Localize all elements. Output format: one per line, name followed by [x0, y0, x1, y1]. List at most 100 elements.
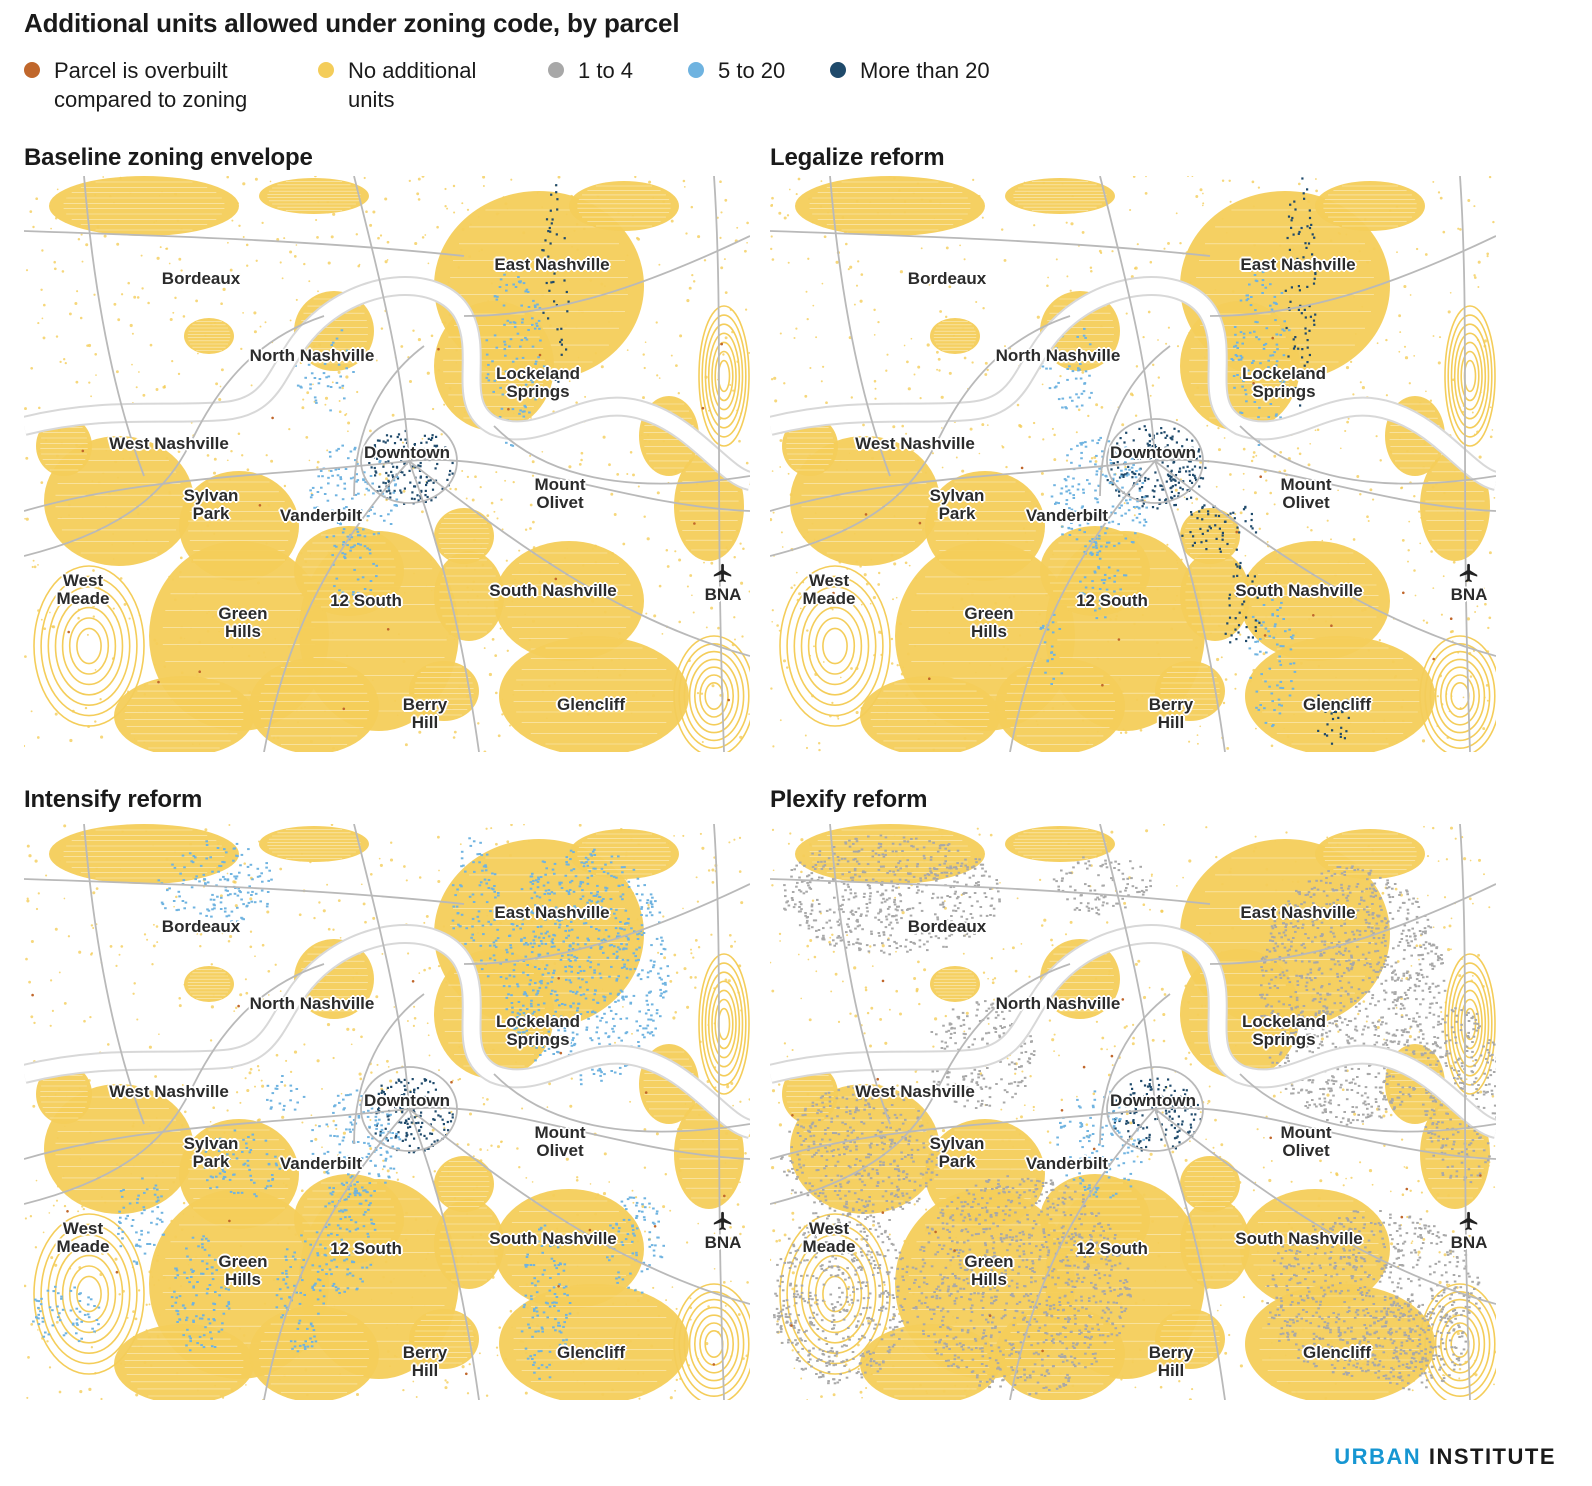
residential-areas — [779, 176, 1496, 752]
residential-area — [259, 826, 369, 862]
place-label-berry-hill: Berry Hill — [1149, 1344, 1193, 1380]
place-label-line: Olivet — [1282, 1141, 1330, 1160]
place-label-line: Mount — [1280, 475, 1332, 494]
place-label-downtown: Downtown — [364, 1092, 450, 1110]
place-label-line: Downtown — [364, 443, 450, 462]
residential-area — [795, 176, 985, 236]
place-label-west-nashville: West Nashville — [109, 1083, 229, 1101]
place-label-line: Berry — [402, 1343, 448, 1362]
highways — [770, 176, 1496, 752]
legend-label: Parcel is overbuilt — [54, 58, 228, 83]
place-label-line: Hill — [411, 1361, 439, 1380]
place-label-line: Vanderbilt — [279, 1154, 363, 1173]
residential-areas — [779, 824, 1496, 1400]
place-label-north-nashville: North Nashville — [996, 995, 1121, 1013]
map-canvas — [24, 176, 750, 752]
place-label-line: Lockeland — [495, 364, 581, 383]
airplane-icon — [712, 1210, 734, 1232]
panel-title-baseline: Baseline zoning envelope — [24, 144, 313, 171]
place-label-line: Downtown — [1110, 1091, 1196, 1110]
place-label-line: 12 South — [1076, 591, 1148, 610]
place-label-line: Glencliff — [1302, 1343, 1372, 1362]
brand-part1: URBAN — [1334, 1444, 1422, 1469]
legend-label-line2: compared to zoning — [54, 87, 248, 112]
place-label-green-hills: Green Hills — [964, 1253, 1013, 1289]
place-label-lockeland-springs: Lockeland Springs — [496, 1013, 580, 1049]
place-label-sylvan-park: Sylvan Park — [184, 1135, 239, 1171]
place-label-west-meade: West Meade — [57, 1220, 110, 1256]
place-label-lockeland-springs: Lockeland Springs — [1242, 365, 1326, 401]
place-label-line: North Nashville — [249, 994, 375, 1013]
legend-label: No additional — [348, 58, 477, 83]
place-label-line: 12 South — [330, 1239, 402, 1258]
residential-area — [294, 526, 404, 616]
place-label-berry-hill: Berry Hill — [1149, 696, 1193, 732]
urban-institute-logo: URBAN INSTITUTE — [1334, 1444, 1556, 1470]
panel-title-intensify: Intensify reform — [24, 786, 203, 813]
residential-area — [860, 1324, 1000, 1400]
place-label-line: Park — [192, 504, 230, 523]
residential-area — [409, 661, 479, 721]
place-label-line: Glencliff — [1302, 695, 1372, 714]
place-label-line: South Nashville — [489, 581, 617, 600]
place-label-line: Park — [938, 1152, 976, 1171]
place-label-vanderbilt: Vanderbilt — [280, 1155, 362, 1173]
place-label-line: Green — [218, 604, 268, 623]
legend-label: 1 to 4 — [578, 58, 634, 83]
residential-area — [1245, 636, 1435, 752]
chart-title: Additional units allowed under zoning co… — [24, 8, 680, 38]
place-label-mount-olivet: Mount Olivet — [1281, 1124, 1332, 1160]
residential-area — [1180, 551, 1250, 641]
place-label-bordeaux: Bordeaux — [162, 270, 240, 288]
place-label-vanderbilt: Vanderbilt — [1026, 1155, 1108, 1173]
map-canvas — [770, 824, 1496, 1400]
place-label-line: BNA — [1450, 585, 1488, 604]
place-label-line: East Nashville — [494, 255, 610, 274]
residential-area — [499, 636, 689, 752]
place-label-north-nashville: North Nashville — [250, 347, 375, 365]
residential-area — [249, 1306, 379, 1400]
residential-area — [434, 551, 504, 641]
place-label-south-nashville: South Nashville — [489, 582, 617, 600]
residential-area — [860, 676, 1000, 752]
place-label-lockeland-springs: Lockeland Springs — [1242, 1013, 1326, 1049]
place-label-line: Sylvan — [929, 1134, 985, 1153]
place-label-line: Berry — [402, 695, 448, 714]
place-label-glencliff: Glencliff — [557, 696, 625, 714]
residential-area — [569, 181, 679, 231]
place-label-line: Mount — [534, 1123, 586, 1142]
residential-area — [1315, 181, 1425, 231]
residential-area — [434, 508, 494, 564]
legend-swatch-1-to-4 — [548, 62, 564, 78]
place-label-glencliff: Glencliff — [1303, 1344, 1371, 1362]
residential-area — [184, 966, 234, 1002]
place-label-berry-hill: Berry Hill — [403, 696, 447, 732]
place-label-line: Springs — [506, 382, 570, 401]
legend-label-line2: units — [348, 87, 395, 112]
place-label-line: West Nashville — [855, 1082, 975, 1101]
place-label-line: Bordeaux — [907, 917, 987, 936]
place-label-line: West — [808, 1219, 850, 1238]
place-label-line: Berry — [1148, 695, 1194, 714]
residential-area — [1155, 661, 1225, 721]
airplane-icon — [1458, 562, 1480, 584]
place-label-bna: BNA — [705, 1234, 742, 1252]
place-label-bna: BNA — [1451, 586, 1488, 604]
residential-area — [1180, 1199, 1250, 1289]
place-label-east-nashville: East Nashville — [494, 904, 609, 922]
residential-area — [995, 658, 1125, 752]
place-label-line: South Nashville — [1235, 1229, 1363, 1248]
airplane-icon — [712, 562, 734, 584]
residential-area — [1005, 178, 1115, 214]
place-label-line: West — [62, 571, 104, 590]
residential-areas — [33, 824, 750, 1400]
place-label-12-south: 12 South — [1076, 1240, 1148, 1258]
residential-area — [782, 416, 838, 476]
place-label-line: 12 South — [330, 591, 402, 610]
place-label-mount-olivet: Mount Olivet — [535, 476, 586, 512]
cumberland-river — [770, 278, 1496, 489]
airplane-icon — [1458, 1210, 1480, 1232]
place-label-north-nashville: North Nashville — [996, 347, 1121, 365]
place-label-sylvan-park: Sylvan Park — [930, 1135, 985, 1171]
place-label-green-hills: Green Hills — [218, 605, 267, 641]
